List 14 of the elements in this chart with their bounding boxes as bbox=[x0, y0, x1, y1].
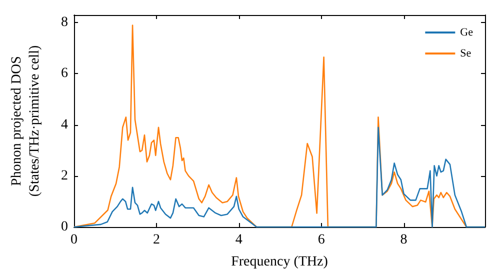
x-tick-label: 0 bbox=[70, 232, 78, 248]
y-tick-label: 4 bbox=[61, 117, 68, 132]
x-tick-label: 2 bbox=[152, 232, 160, 248]
y-tick-label: 8 bbox=[61, 15, 68, 30]
legend-label: Se bbox=[460, 48, 472, 60]
x-tick-label: 6 bbox=[318, 232, 325, 248]
legend-label: Ge bbox=[460, 26, 474, 38]
x-axis-title: Frequency (THz) bbox=[231, 254, 328, 270]
x-tick-label: 8 bbox=[400, 232, 408, 248]
y-axis-title: Phonon projected DOS (States/THz·primitive cell) bbox=[10, 45, 42, 197]
y-tick-label: 0 bbox=[61, 220, 68, 234]
y-tick-label: 2 bbox=[61, 168, 68, 184]
x-tick-label: 4 bbox=[235, 232, 242, 248]
y-tick-label: 6 bbox=[61, 66, 68, 82]
